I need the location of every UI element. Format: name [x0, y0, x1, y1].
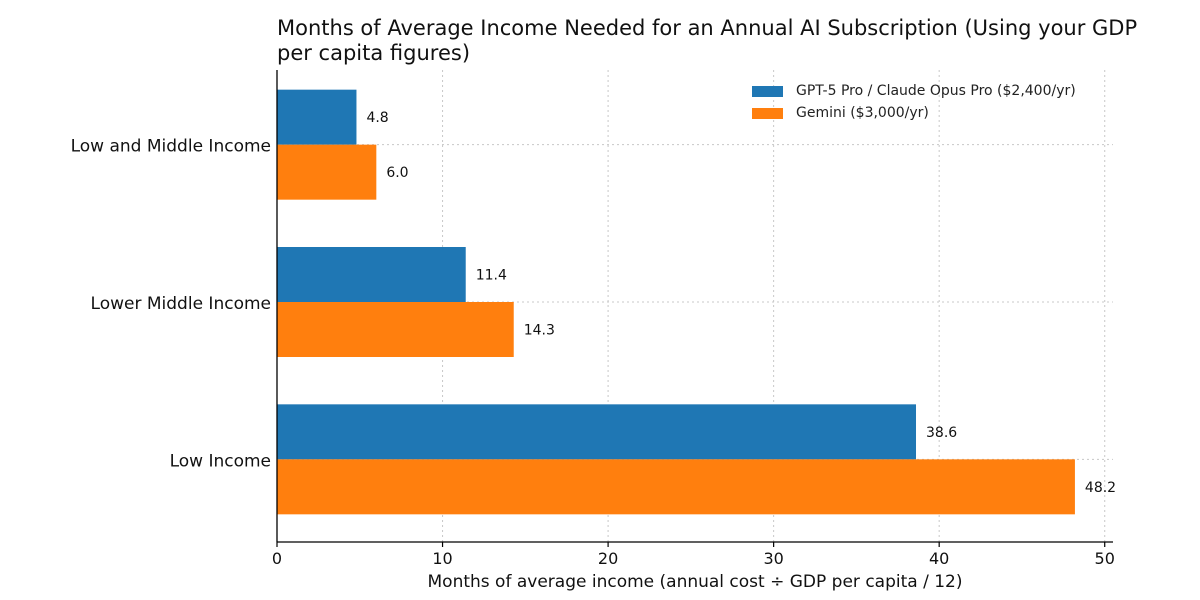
x-tick-label: 30 — [763, 549, 783, 568]
legend-item-series-1: GPT-5 Pro / Claude Opus Pro ($2,400/yr) — [752, 80, 1076, 102]
chart-title: Months of Average Income Needed for an A… — [277, 16, 1177, 66]
legend-label-series-1: GPT-5 Pro / Claude Opus Pro ($2,400/yr) — [796, 83, 1076, 99]
y-category-label: Lower Middle Income — [91, 294, 271, 314]
bar-gemini-3 — [277, 459, 1075, 515]
legend-item-series-2: Gemini ($3,000/yr) — [752, 102, 1076, 124]
x-tick-label: 40 — [929, 549, 949, 568]
x-tick-label: 0 — [272, 549, 282, 568]
chart-title-line-1: Months of Average Income Needed for an A… — [277, 16, 1138, 40]
bar-gemini-1 — [277, 144, 377, 200]
x-tick-label: 20 — [598, 549, 618, 568]
y-category-label: Low Income — [170, 451, 271, 471]
x-tick-label: 10 — [432, 549, 452, 568]
x-tick-label: 50 — [1095, 549, 1115, 568]
bar-value-label: 4.8 — [366, 110, 388, 126]
bar-value-label: 14.3 — [524, 323, 555, 339]
chart-title-line-2: per capita figures) — [277, 41, 471, 65]
bar-value-label: 6.0 — [386, 165, 408, 181]
bar-gpt5-claude-2 — [277, 247, 466, 302]
y-category-label: Low and Middle Income — [71, 137, 271, 157]
bar-gemini-2 — [277, 302, 514, 357]
legend-label-series-2: Gemini ($3,000/yr) — [796, 105, 929, 121]
bar-gpt5-claude-1 — [277, 89, 357, 145]
legend-swatch-series-1 — [752, 85, 783, 97]
bar-gpt5-claude-3 — [277, 404, 917, 460]
bar-value-label: 38.6 — [926, 425, 957, 441]
x-axis-title: Months of average income (annual cost ÷ … — [428, 572, 963, 592]
legend-swatch-series-2 — [752, 107, 783, 119]
bar-value-label: 11.4 — [476, 268, 507, 284]
bar-value-label: 48.2 — [1085, 480, 1116, 496]
chart-legend: GPT-5 Pro / Claude Opus Pro ($2,400/yr) … — [752, 80, 1076, 124]
